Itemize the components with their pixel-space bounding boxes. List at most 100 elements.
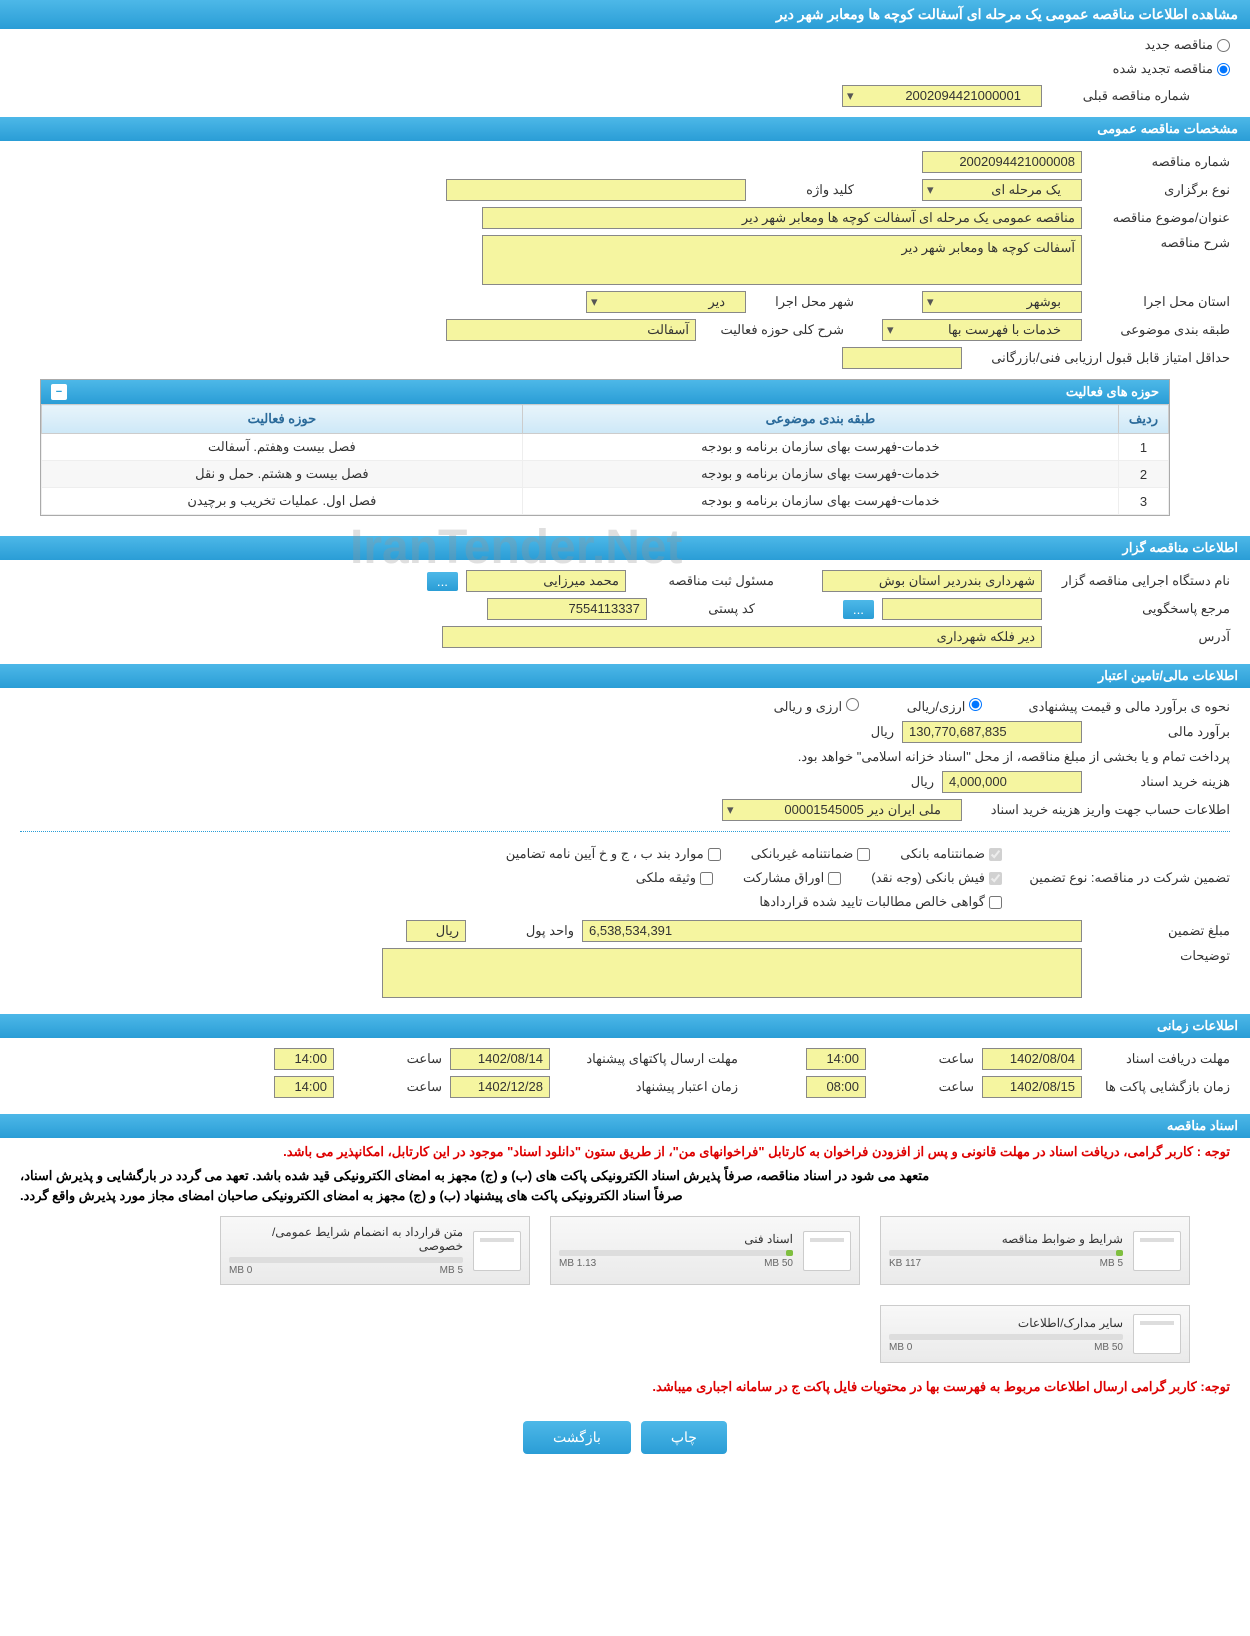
postal-label: کد پستی [655,601,755,617]
account-dropdown[interactable]: ملی ایران دیر 00001545005 [722,799,962,821]
prev-number-label: شماره مناقصه قبلی [1050,88,1190,104]
radio-renewed[interactable]: مناقصه تجدید شده [1113,61,1230,77]
gamount-field: 6,538,534,391 [582,920,1082,942]
city-dropdown[interactable]: دیر [586,291,746,313]
number-field: 2002094421000008 [922,151,1082,173]
doc-progress [889,1250,1123,1256]
radio-new-input[interactable] [1217,39,1230,52]
type-dropdown[interactable]: یک مرحله ای [922,179,1082,201]
section-organizer: اطلاعات مناقصه گزار [0,536,1250,560]
open-time-label: ساعت [874,1079,974,1095]
receive-time: 14:00 [806,1048,866,1070]
chk-cash[interactable]: فیش بانکی (وجه نقد) [871,870,1002,886]
contact-lookup-button[interactable]: ... [843,600,874,619]
estimate-label: برآورد مالی [1090,724,1230,740]
doc-total: 50 MB [1094,1342,1123,1353]
desc-field: آسفالت کوچه ها ومعابر شهر دیر [482,235,1082,285]
chk-bonds[interactable]: اوراق مشارکت [743,870,841,886]
section-documents: اسناد مناقصه [0,1114,1250,1138]
responsible-lookup-button[interactable]: ... [427,572,458,591]
open-date: 1402/08/15 [982,1076,1082,1098]
tender-status-row2: مناقصه تجدید شده [0,61,1250,85]
send-time-label: ساعت [342,1051,442,1067]
radio-new-label: مناقصه جدید [1145,37,1213,53]
city-label: شهر محل اجرا [754,294,854,310]
notes-field[interactable] [382,948,1082,998]
scope-field: آسفالت [446,319,696,341]
doc-box[interactable]: اسناد فنی50 MB1.13 MB [550,1216,860,1285]
desc-label: شرح مناقصه [1090,235,1230,251]
subject-label: عنوان/موضوع مناقصه [1090,210,1230,226]
validity-time: 14:00 [274,1076,334,1098]
subject-field: مناقصه عمومی یک مرحله ای آسفالت کوچه ها … [482,207,1082,229]
table-row: 3خدمات-فهرست بهای سازمان برنامه و بودجهف… [42,488,1169,515]
chk-cases[interactable]: موارد بند ب ، ج و خ آیین نامه تضامین [506,846,721,862]
org-field: شهرداری بندردیر استان بوش [822,570,1042,592]
doccost-field: 4,000,000 [942,771,1082,793]
black-note-1: متعهد می شود در اسناد مناقصه، صرفاً پذیر… [0,1166,1250,1186]
keyword-field[interactable] [446,179,746,201]
chk-bank[interactable]: ضمانتنامه بانکی [900,846,1002,862]
prev-number-row: شماره مناقصه قبلی 2002094421000001 [0,85,1250,117]
activity-title: حوزه های فعالیت [1066,384,1159,400]
radio-fx[interactable]: ارزی/ریالی [907,698,982,715]
category-dropdown[interactable]: خدمات با فهرست بها [882,319,1082,341]
radio-renewed-label: مناقصه تجدید شده [1113,61,1213,77]
address-field: دیر فلکه شهرداری [442,626,1042,648]
province-dropdown[interactable]: بوشهر [922,291,1082,313]
gamount-label: مبلغ تضمین [1090,923,1230,939]
section-general: مشخصات مناقصه عمومی [0,117,1250,141]
notes-label: توضیحات [1090,948,1230,964]
doc-title: شرایط و ضوابط مناقصه [889,1232,1123,1250]
keyword-label: کلید واژه [754,182,854,198]
number-label: شماره مناقصه [1090,154,1230,170]
receive-label: مهلت دریافت اسناد [1090,1051,1230,1067]
radio-rial[interactable]: ارزی و ریالی [774,698,859,715]
chk-property[interactable]: وثیقه ملکی [636,870,713,886]
payment-note: پرداخت تمام و یا بخشی از مبلغ مناقصه، از… [798,749,1230,765]
page-title: مشاهده اطلاعات مناقصه عمومی یک مرحله ای … [0,0,1250,29]
doc-used: 117 KB [889,1258,921,1269]
open-time: 08:00 [806,1076,866,1098]
general-form: شماره مناقصه 2002094421000008 نوع برگزار… [0,141,1250,536]
folder-icon [1133,1231,1181,1271]
contact-label: مرجع پاسخگویی [1050,601,1230,617]
col-activity: حوزه فعالیت [42,405,523,434]
chk-claims[interactable]: گواهی خالص مطالبات تایید شده قراردادها [759,894,1002,910]
open-label: زمان بازگشایی پاکت ها [1090,1079,1230,1095]
section-financial: اطلاعات مالی/تامین اعتبار [0,664,1250,688]
doc-title: متن قرارداد به انضمام شرایط عمومی/خصوصی [229,1225,463,1257]
receive-date: 1402/08/04 [982,1048,1082,1070]
chk-nonbank[interactable]: ضمانتنامه غیربانکی [751,846,871,862]
doc-total: 50 MB [764,1258,793,1269]
docs-grid: شرایط و ضوابط مناقصه5 MB117 KBاسناد فنی5… [0,1206,1250,1373]
contact-field[interactable] [882,598,1042,620]
doc-box[interactable]: سایر مدارک/اطلاعات50 MB0 MB [880,1305,1190,1363]
scope-label: شرح کلی حوزه فعالیت [704,322,844,338]
unit-field: ریال [406,920,466,942]
prev-number-dropdown[interactable]: 2002094421000001 [842,85,1042,107]
address-label: آدرس [1050,629,1230,645]
responsible-label: مسئول ثبت مناقصه [634,573,774,589]
category-label: طبقه بندی موضوعی [1090,322,1230,338]
black-note-2: صرفاً اسناد الکترونیکی پاکت های پیشنهاد … [0,1186,1250,1206]
method-label: نحوه ی برآورد مالی و قیمت پیشنهادی [990,699,1230,715]
minscore-field[interactable] [842,347,962,369]
doc-used: 1.13 MB [559,1258,596,1269]
send-date: 1402/08/14 [450,1048,550,1070]
estimate-field: 130,770,687,835 [902,721,1082,743]
doc-box[interactable]: متن قرارداد به انضمام شرایط عمومی/خصوصی5… [220,1216,530,1285]
table-row: 1خدمات-فهرست بهای سازمان برنامه و بودجهف… [42,434,1169,461]
guarantee-label: تضمین شرکت در مناقصه: نوع تضمین [1010,870,1230,886]
collapse-icon[interactable]: − [51,384,67,400]
currency-label2: ریال [911,774,934,790]
doc-progress [229,1257,463,1263]
radio-renewed-input[interactable] [1217,63,1230,76]
org-label: نام دستگاه اجرایی مناقصه گزار [1050,573,1230,589]
back-button[interactable]: بازگشت [523,1421,631,1454]
activity-table: حوزه های فعالیت − ردیف طبقه بندی موضوعی … [40,379,1170,516]
radio-new[interactable]: مناقصه جدید [1145,37,1230,53]
print-button[interactable]: چاپ [641,1421,727,1454]
doc-box[interactable]: شرایط و ضوابط مناقصه5 MB117 KB [880,1216,1190,1285]
send-time: 14:00 [274,1048,334,1070]
